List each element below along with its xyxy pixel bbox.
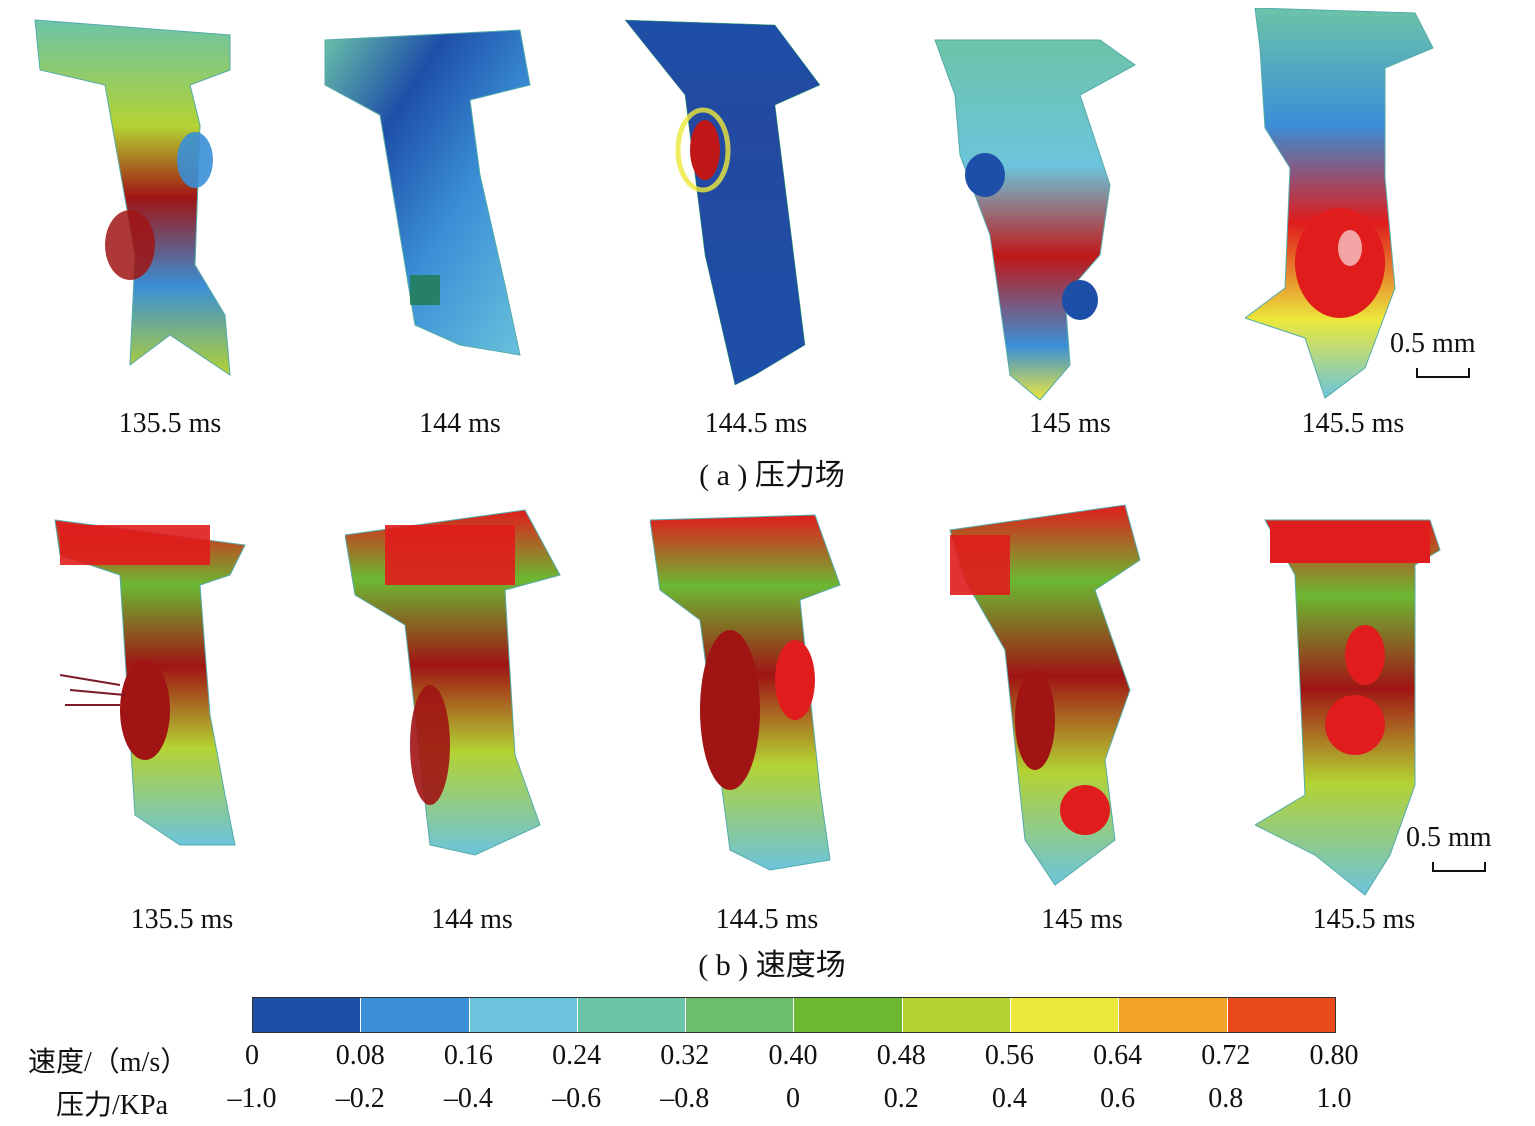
velocity-tick-10: 0.80 (1309, 1040, 1359, 1071)
pressure-tick-2: –0.4 (443, 1083, 493, 1114)
velocity-tick-2: 0.16 (443, 1040, 493, 1071)
scale-bar-a-line (1416, 368, 1470, 378)
legend-swatch-2 (469, 998, 578, 1032)
legend-swatch-6 (902, 998, 1012, 1032)
legend-swatch-1 (361, 998, 470, 1032)
time-label-a-1: 135.5 ms (118, 408, 222, 439)
legend-swatch-3 (577, 998, 687, 1032)
velocity-tick-3: 0.24 (552, 1040, 602, 1071)
time-label-a-2: 144 ms (419, 408, 501, 439)
pressure-legend-label: 压力/KPa (56, 1090, 169, 1121)
color-legend-bar (252, 997, 1336, 1033)
velocity-tick-4: 0.32 (660, 1040, 710, 1071)
time-label-b-5: 145.5 ms (1312, 904, 1416, 935)
time-label-b-1: 135.5 ms (130, 904, 234, 935)
pressure-tick-6: 0.2 (883, 1083, 919, 1114)
pressure-tick-7: 0.4 (991, 1083, 1027, 1114)
time-label-a-3: 144.5 ms (704, 408, 808, 439)
caption-a: ( a ) 压力场 (699, 459, 845, 492)
time-label-a-4: 145 ms (1029, 408, 1111, 439)
velocity-field-144ms (345, 509, 561, 856)
caption-b: ( b ) 速度场 (698, 949, 846, 982)
time-label-b-2: 144 ms (431, 904, 513, 935)
pressure-field-144-5ms (625, 19, 821, 386)
scale-bar-b-line (1432, 862, 1486, 872)
pressure-field-135-5ms (34, 19, 231, 376)
pressure-field-144ms (324, 29, 531, 356)
legend-swatch-5 (794, 998, 903, 1032)
pressure-field-145ms (934, 39, 1136, 401)
legend-swatch-9 (1227, 998, 1335, 1032)
scale-bar-b-label: 0.5 mm (1406, 822, 1492, 853)
velocity-tick-0: 0 (245, 1040, 259, 1071)
time-label-b-3: 144.5 ms (715, 904, 819, 935)
velocity-tick-6: 0.48 (876, 1040, 926, 1071)
legend-swatch-0 (253, 998, 362, 1032)
velocity-field-135-5ms (54, 519, 246, 846)
pressure-tick-1: –0.2 (335, 1083, 385, 1114)
legend-swatch-4 (686, 998, 795, 1032)
scale-bar-b: 0.5 mm (1406, 822, 1492, 872)
pressure-field-145-5ms (1245, 8, 1434, 399)
velocity-field-145-5ms (1255, 519, 1441, 896)
legend-swatch-8 (1119, 998, 1228, 1032)
velocity-tick-8: 0.64 (1093, 1040, 1143, 1071)
pressure-tick-3: –0.6 (552, 1083, 602, 1114)
velocity-tick-7: 0.56 (984, 1040, 1034, 1071)
pressure-tick-9: 0.8 (1208, 1083, 1244, 1114)
velocity-field-145ms (949, 504, 1141, 886)
velocity-legend-label: 速度/（m/s） (28, 1047, 189, 1078)
pressure-tick-4: –0.8 (660, 1083, 710, 1114)
velocity-field-144-5ms (650, 514, 841, 871)
velocity-tick-1: 0.08 (335, 1040, 385, 1071)
pressure-tick-8: 0.6 (1100, 1083, 1136, 1114)
legend-swatch-7 (1011, 998, 1120, 1032)
time-label-a-5: 145.5 ms (1301, 408, 1405, 439)
time-label-b-4: 145 ms (1041, 904, 1123, 935)
pressure-tick-10: 1.0 (1316, 1083, 1352, 1114)
velocity-tick-5: 0.40 (768, 1040, 818, 1071)
pressure-tick-5: 0 (786, 1083, 800, 1114)
velocity-tick-9: 0.72 (1201, 1040, 1251, 1071)
scale-bar-a: 0.5 mm (1390, 328, 1476, 378)
pressure-tick-0: –1.0 (227, 1083, 277, 1114)
scale-bar-a-label: 0.5 mm (1390, 328, 1476, 359)
